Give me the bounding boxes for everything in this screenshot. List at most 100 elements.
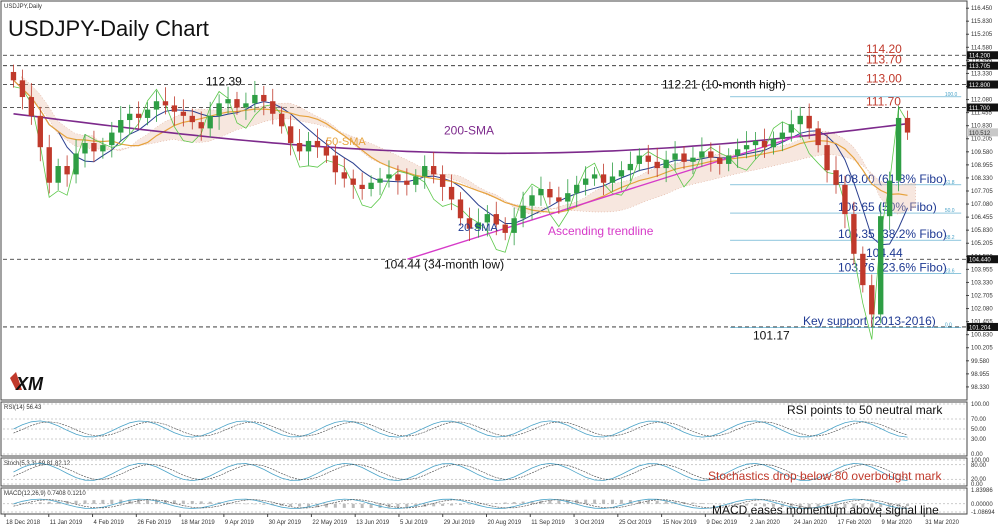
current-price-tag-text: 110.512 xyxy=(969,131,991,137)
macd-histogram-bar xyxy=(253,503,257,505)
time-axis: 18 Dec 2018 11 Jan 2019 4 Feb 2019 26 Feb 2… xyxy=(4,514,960,526)
price-tick-label: 107.080 xyxy=(971,202,993,208)
macd-histogram-bar xyxy=(780,503,784,508)
macd-histogram-bar xyxy=(888,503,892,507)
candle-body xyxy=(466,218,473,229)
candle-body xyxy=(189,115,195,123)
macd-histogram-bar xyxy=(539,500,543,504)
macd-histogram-bar xyxy=(476,503,480,505)
candle-body xyxy=(395,174,401,181)
macd-tick-label: 0.00000 xyxy=(971,502,993,508)
level-price-tag xyxy=(967,61,998,70)
candle-body xyxy=(37,115,43,148)
macd-histogram-bar xyxy=(727,503,731,505)
macd-histogram-bar xyxy=(360,503,364,509)
candle-body xyxy=(82,143,88,154)
rsi-annotation: RSI points to 50 neutral mark xyxy=(787,403,943,417)
candle-body xyxy=(234,99,240,108)
candle-body xyxy=(135,113,142,118)
fibo-ratio-label: 61.8 xyxy=(945,180,955,186)
candle-body xyxy=(422,166,428,177)
macd-histogram-bar xyxy=(47,501,51,504)
rsi-tick-label: 70.00 xyxy=(971,417,987,423)
macd-histogram-bar xyxy=(646,500,650,504)
time-tick-label: 24 Jan 2020 xyxy=(794,520,828,526)
annotation-high: 112.39 xyxy=(206,75,242,89)
macd-histogram-bar xyxy=(593,499,597,504)
macd-histogram-bar xyxy=(65,501,69,504)
macd-histogram-bar xyxy=(146,499,150,504)
price-tick-label: 109.580 xyxy=(971,150,993,156)
macd-histogram-bar xyxy=(610,499,614,504)
main-pane-frame xyxy=(0,0,968,401)
candle-body xyxy=(180,111,187,116)
candle-body xyxy=(726,155,732,164)
macd-histogram-bar xyxy=(754,503,758,506)
macd-histogram-bar xyxy=(423,503,427,507)
stoch-annotation: Stochastics drop below 80 overbought mar… xyxy=(708,469,942,483)
candle-body xyxy=(243,103,249,108)
annotation-low: 101.17 xyxy=(753,328,790,342)
candle-body xyxy=(690,157,696,162)
candle-body xyxy=(600,174,607,183)
fibo-level-label: 108.00 (61.8% Fibo) xyxy=(838,172,947,186)
time-tick-label: 15 Nov 2019 xyxy=(663,520,698,526)
macd-histogram-bar xyxy=(512,502,516,504)
macd-histogram-bar xyxy=(700,503,704,504)
macd-histogram-bar xyxy=(718,503,722,505)
time-tick-label: 25 Oct 2019 xyxy=(619,520,652,526)
candle-body xyxy=(118,120,124,133)
candle-body xyxy=(413,176,419,185)
rsi-label: RSI(14) 56.43 xyxy=(4,405,42,411)
level-price-tag xyxy=(967,103,998,112)
candle-body xyxy=(457,199,464,219)
macd-histogram-bar xyxy=(807,503,811,508)
candle-body xyxy=(323,147,330,156)
macd-histogram-bar xyxy=(655,500,659,504)
price-tick-label: 113.330 xyxy=(971,71,993,77)
candle-body xyxy=(404,180,410,185)
candle-body xyxy=(55,166,61,183)
stoch-pane-frame xyxy=(0,457,968,487)
level-label: 104.44 xyxy=(866,246,903,260)
time-tick-label: 22 May 2019 xyxy=(312,520,347,526)
candle-body xyxy=(10,71,17,81)
macd-histogram-bar xyxy=(119,499,123,504)
fibo-ratio-label: 50.0 xyxy=(945,208,955,214)
macd-main-line xyxy=(13,498,908,509)
macd-histogram-bar xyxy=(673,501,677,504)
time-tick-label: 31 Mar 2020 xyxy=(925,520,959,526)
price-tick-label: 110.830 xyxy=(971,124,993,130)
macd-histogram-bar xyxy=(816,503,820,508)
time-tick-label: 2 Jan 2020 xyxy=(750,520,780,526)
candle-body xyxy=(296,143,303,152)
price-tick-label: 116.450 xyxy=(971,6,993,12)
macd-histogram-bar xyxy=(691,502,695,504)
macd-histogram-bar xyxy=(852,503,856,508)
macd-histogram-bar xyxy=(172,500,176,504)
stoch-tick-label: 0.00 xyxy=(971,482,983,488)
level-label: 114.20 xyxy=(866,42,902,56)
candle-body xyxy=(895,117,902,181)
macd-histogram-bar xyxy=(262,503,266,505)
macd-histogram-bar xyxy=(584,499,588,504)
chart-title: USDJPY-Daily Chart xyxy=(8,16,209,41)
macd-histogram-bar xyxy=(771,503,775,507)
fibo-level-label: 105.35 (38.2% Fibo) xyxy=(838,227,947,241)
candle-body xyxy=(332,155,339,173)
macd-annotation: MACD eases momentum above signal line xyxy=(712,503,939,517)
candle-body xyxy=(484,214,491,223)
candle-body xyxy=(851,214,857,254)
macd-histogram-bar xyxy=(557,500,561,504)
time-tick-label: 5 Jul 2019 xyxy=(400,520,428,526)
price-tick-label: 99.580 xyxy=(971,359,990,365)
macd-histogram-bar xyxy=(628,499,632,504)
stoch-tick-label: 80.00 xyxy=(971,463,987,469)
time-tick-label: 11 Jan 2019 xyxy=(50,520,83,526)
macd-histogram-bar xyxy=(709,503,713,505)
candle-body xyxy=(46,147,52,183)
candle-body xyxy=(904,117,911,133)
macd-histogram-bar xyxy=(190,500,194,504)
macd-histogram-bar xyxy=(83,500,87,504)
rsi-tick-label: 30.00 xyxy=(971,437,987,443)
